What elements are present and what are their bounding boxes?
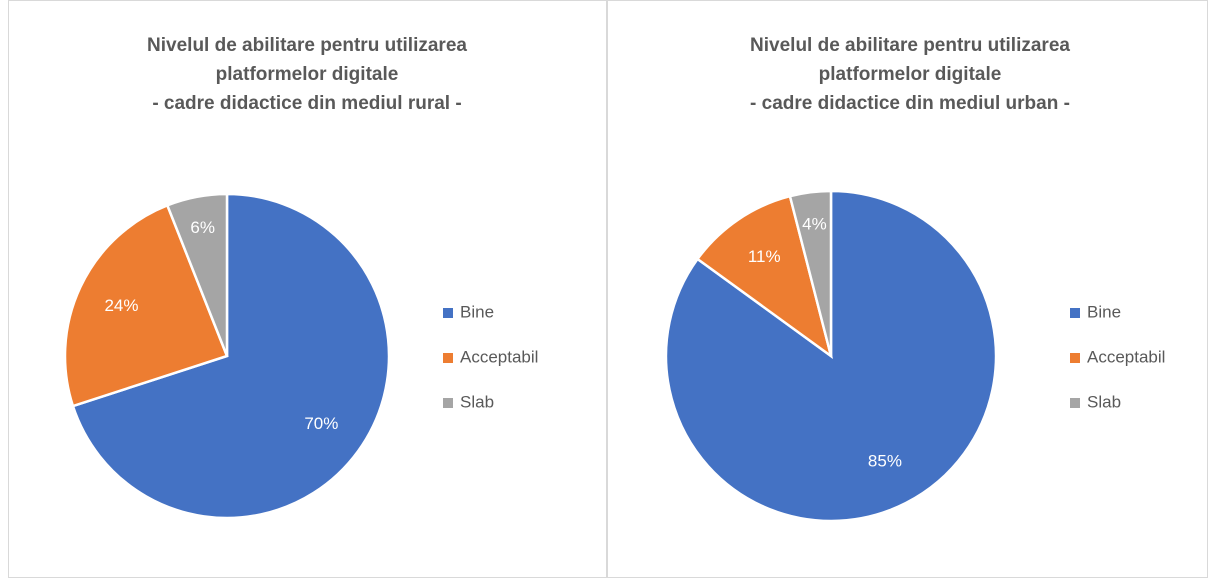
legend-swatch <box>1070 398 1080 408</box>
data-label: 24% <box>104 296 138 315</box>
data-label: 85% <box>868 451 902 470</box>
legend-label: Bine <box>1087 302 1121 321</box>
chart-title: - cadre didactice din mediul urban - <box>750 93 1070 114</box>
pie-slice <box>695 194 834 360</box>
legend-swatch <box>1070 308 1080 318</box>
chart-title: - cadre didactice din mediul rural - <box>152 93 461 114</box>
data-label: 11% <box>748 247 781 266</box>
data-label: 6% <box>190 218 215 237</box>
legend-swatch <box>1070 353 1080 363</box>
legend-swatch <box>443 308 453 318</box>
pie-slice <box>165 192 229 357</box>
pie-slice <box>71 192 391 520</box>
legend-label: Slab <box>1087 392 1121 411</box>
pie-slice <box>788 189 833 357</box>
chart-title: platformelor digitale <box>216 64 399 85</box>
legend-label: Acceptabil <box>1087 347 1165 366</box>
legend-swatch <box>443 398 453 408</box>
legend-label: Bine <box>460 302 494 321</box>
chart-title: platformelor digitale <box>819 64 1002 85</box>
legend-swatch <box>443 353 453 363</box>
data-label: 70% <box>304 414 338 433</box>
legend-label: Acceptabil <box>460 347 538 366</box>
chart-title: Nivelul de abilitare pentru utilizarea <box>750 35 1070 56</box>
legend-label: Slab <box>460 392 494 411</box>
data-label: 4% <box>802 215 827 234</box>
chart-title: Nivelul de abilitare pentru utilizarea <box>147 35 467 56</box>
